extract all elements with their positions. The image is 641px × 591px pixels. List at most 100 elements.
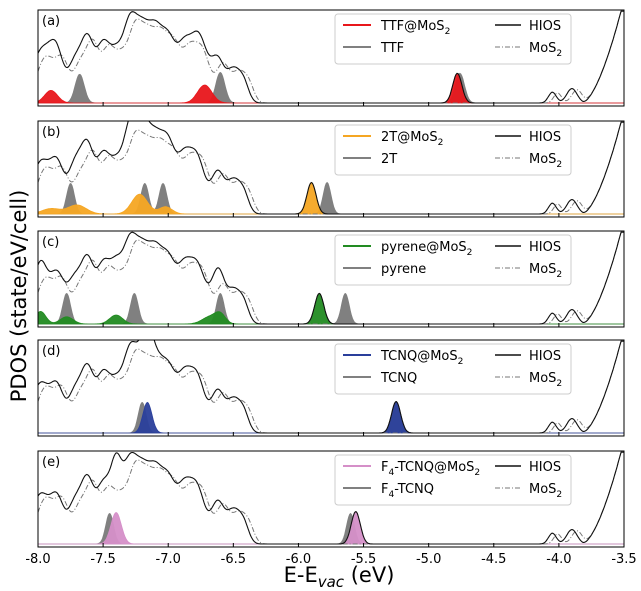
panel-plot-area xyxy=(38,231,624,325)
x-tick-label: -5.5 xyxy=(351,552,376,567)
legend-isolated-label-part: 4 xyxy=(388,490,394,500)
legend-isolated-label-part: pyrene xyxy=(381,262,426,277)
legend-adsorbed-label-part: 2 xyxy=(467,248,473,258)
x-tick-label: -6.5 xyxy=(221,552,246,567)
legend-adsorbed-label-part: F xyxy=(381,460,388,475)
legend-adsorbed-label-part: 4 xyxy=(388,468,394,478)
panel-plot-area xyxy=(38,10,624,104)
x-tick-label: -8.0 xyxy=(25,552,50,567)
legend-isolated-label-part: F xyxy=(381,482,388,497)
legend-adsorbed-label-part: 2 xyxy=(474,468,480,478)
panel-frame xyxy=(37,339,625,437)
legend-mos2-label-part: 2 xyxy=(556,270,562,280)
x-tick-label: -5.0 xyxy=(416,552,441,567)
legend-adsorbed-label-part: 2 xyxy=(445,27,451,37)
legend-mos2-label: MoS2 xyxy=(529,371,562,389)
x-tick-label: -7.0 xyxy=(156,552,181,567)
legend-isolated-label: TCNQ xyxy=(380,371,417,386)
legend-box xyxy=(334,124,572,176)
legend-mos2-label-part: 2 xyxy=(556,49,562,59)
panel-label: (e) xyxy=(42,455,60,470)
legend-hios-label-part: HIOS xyxy=(529,19,561,34)
panel-frame xyxy=(37,230,625,328)
legend-isolated-label-part: TTF xyxy=(380,41,404,56)
x-axis-label-sub: vac xyxy=(318,573,345,587)
x-tick-label: -6.0 xyxy=(286,552,311,567)
isolated-molecule-pdos xyxy=(38,402,624,434)
x-tick-label: -3.5 xyxy=(611,552,636,567)
adsorbed-molecule-pdos xyxy=(38,72,624,104)
legend-hios-label-part: HIOS xyxy=(529,240,561,255)
legend-hios-label: HIOS xyxy=(529,19,561,34)
legend-isolated-label: F4-TCNQ xyxy=(381,482,434,500)
hios-dos-line xyxy=(38,231,624,325)
legend-isolated-label: 2T xyxy=(381,152,397,167)
legend-isolated-label: pyrene xyxy=(381,262,426,277)
legend-mos2-label-part: MoS xyxy=(529,262,556,277)
legend-hios-label: HIOS xyxy=(529,460,561,475)
legend-adsorbed-label-part: -TCNQ@MoS xyxy=(394,460,474,475)
legend-mos2-label-part: 2 xyxy=(556,160,562,170)
legend-adsorbed-label: 2T@MoS2 xyxy=(381,130,443,148)
legend-mos2-label-part: MoS xyxy=(529,371,556,386)
legend-mos2-label: MoS2 xyxy=(529,41,562,59)
hios-dos-line xyxy=(38,121,624,215)
panel-label: (d) xyxy=(42,344,60,359)
panel-e: -8.0 -7.5 -7.0 -6.5 -6.0 -5.5 -5.0 -4.5 -4.0 -3.5… xyxy=(25,450,637,567)
legend-adsorbed-label-part: TTF@MoS xyxy=(380,19,445,34)
hios-dos-line xyxy=(38,340,624,434)
legend-adsorbed-label: F4-TCNQ@MoS2 xyxy=(381,460,480,478)
legend-isolated-label-part: 2T xyxy=(381,152,397,167)
isolated-molecule-pdos xyxy=(38,72,624,104)
x-tick-label: -4.0 xyxy=(546,552,571,567)
panel-label: (a) xyxy=(42,14,60,29)
legend-mos2-label-part: MoS xyxy=(529,41,556,56)
legend-mos2-label-part: 2 xyxy=(556,379,562,389)
legend-hios-label: HIOS xyxy=(529,130,561,145)
legend-mos2-label: MoS2 xyxy=(529,262,562,280)
legend-mos2-label-part: MoS xyxy=(529,152,556,167)
panel-label: (b) xyxy=(42,125,60,140)
adsorbed-molecule-pdos xyxy=(38,401,624,434)
hios-dos-line xyxy=(38,10,624,104)
legend-box xyxy=(334,343,572,395)
adsorbed-molecule-pdos xyxy=(38,511,624,545)
legend-adsorbed-label: TTF@MoS2 xyxy=(380,19,450,37)
panel-plot-area xyxy=(38,340,624,434)
legend-adsorbed-label-part: 2 xyxy=(438,138,444,148)
y-axis-label: PDOS (state/eV/cell) xyxy=(7,190,31,403)
legend-isolated-label: TTF xyxy=(380,41,404,56)
legend-mos2-label: MoS2 xyxy=(529,152,562,170)
panel-frame xyxy=(37,9,625,107)
legend-hios-label-part: HIOS xyxy=(529,130,561,145)
x-tick-label: -7.5 xyxy=(90,552,115,567)
legend-box xyxy=(334,234,572,286)
legend-hios-label-part: HIOS xyxy=(529,349,561,364)
legend-adsorbed-label-part: 2 xyxy=(458,357,464,367)
isolated-molecule-pdos xyxy=(38,293,624,325)
legend-isolated-label-part: -TCNQ xyxy=(394,482,434,497)
legend-box xyxy=(334,13,572,65)
panel-label: (c) xyxy=(42,235,59,250)
panel-frame xyxy=(37,120,625,218)
legend-adsorbed-label-part: TCNQ@MoS xyxy=(380,349,458,364)
legend-adsorbed-label: TCNQ@MoS2 xyxy=(380,349,463,367)
x-tick-label: -4.5 xyxy=(481,552,506,567)
x-axis-label-unit: (eV) xyxy=(344,563,394,587)
legend-adsorbed-label-part: 2T@MoS xyxy=(381,130,438,145)
x-axis-label-main: E-E xyxy=(284,563,318,587)
legend-hios-label: HIOS xyxy=(529,240,561,255)
legend-box xyxy=(334,454,572,506)
legend-mos2-label-part: MoS xyxy=(529,482,556,497)
hios-dos-line xyxy=(38,451,624,545)
panel-frame xyxy=(37,450,625,548)
adsorbed-molecule-pdos xyxy=(38,292,624,325)
legend-hios-label-part: HIOS xyxy=(529,460,561,475)
legend-isolated-label-part: TCNQ xyxy=(380,371,417,386)
